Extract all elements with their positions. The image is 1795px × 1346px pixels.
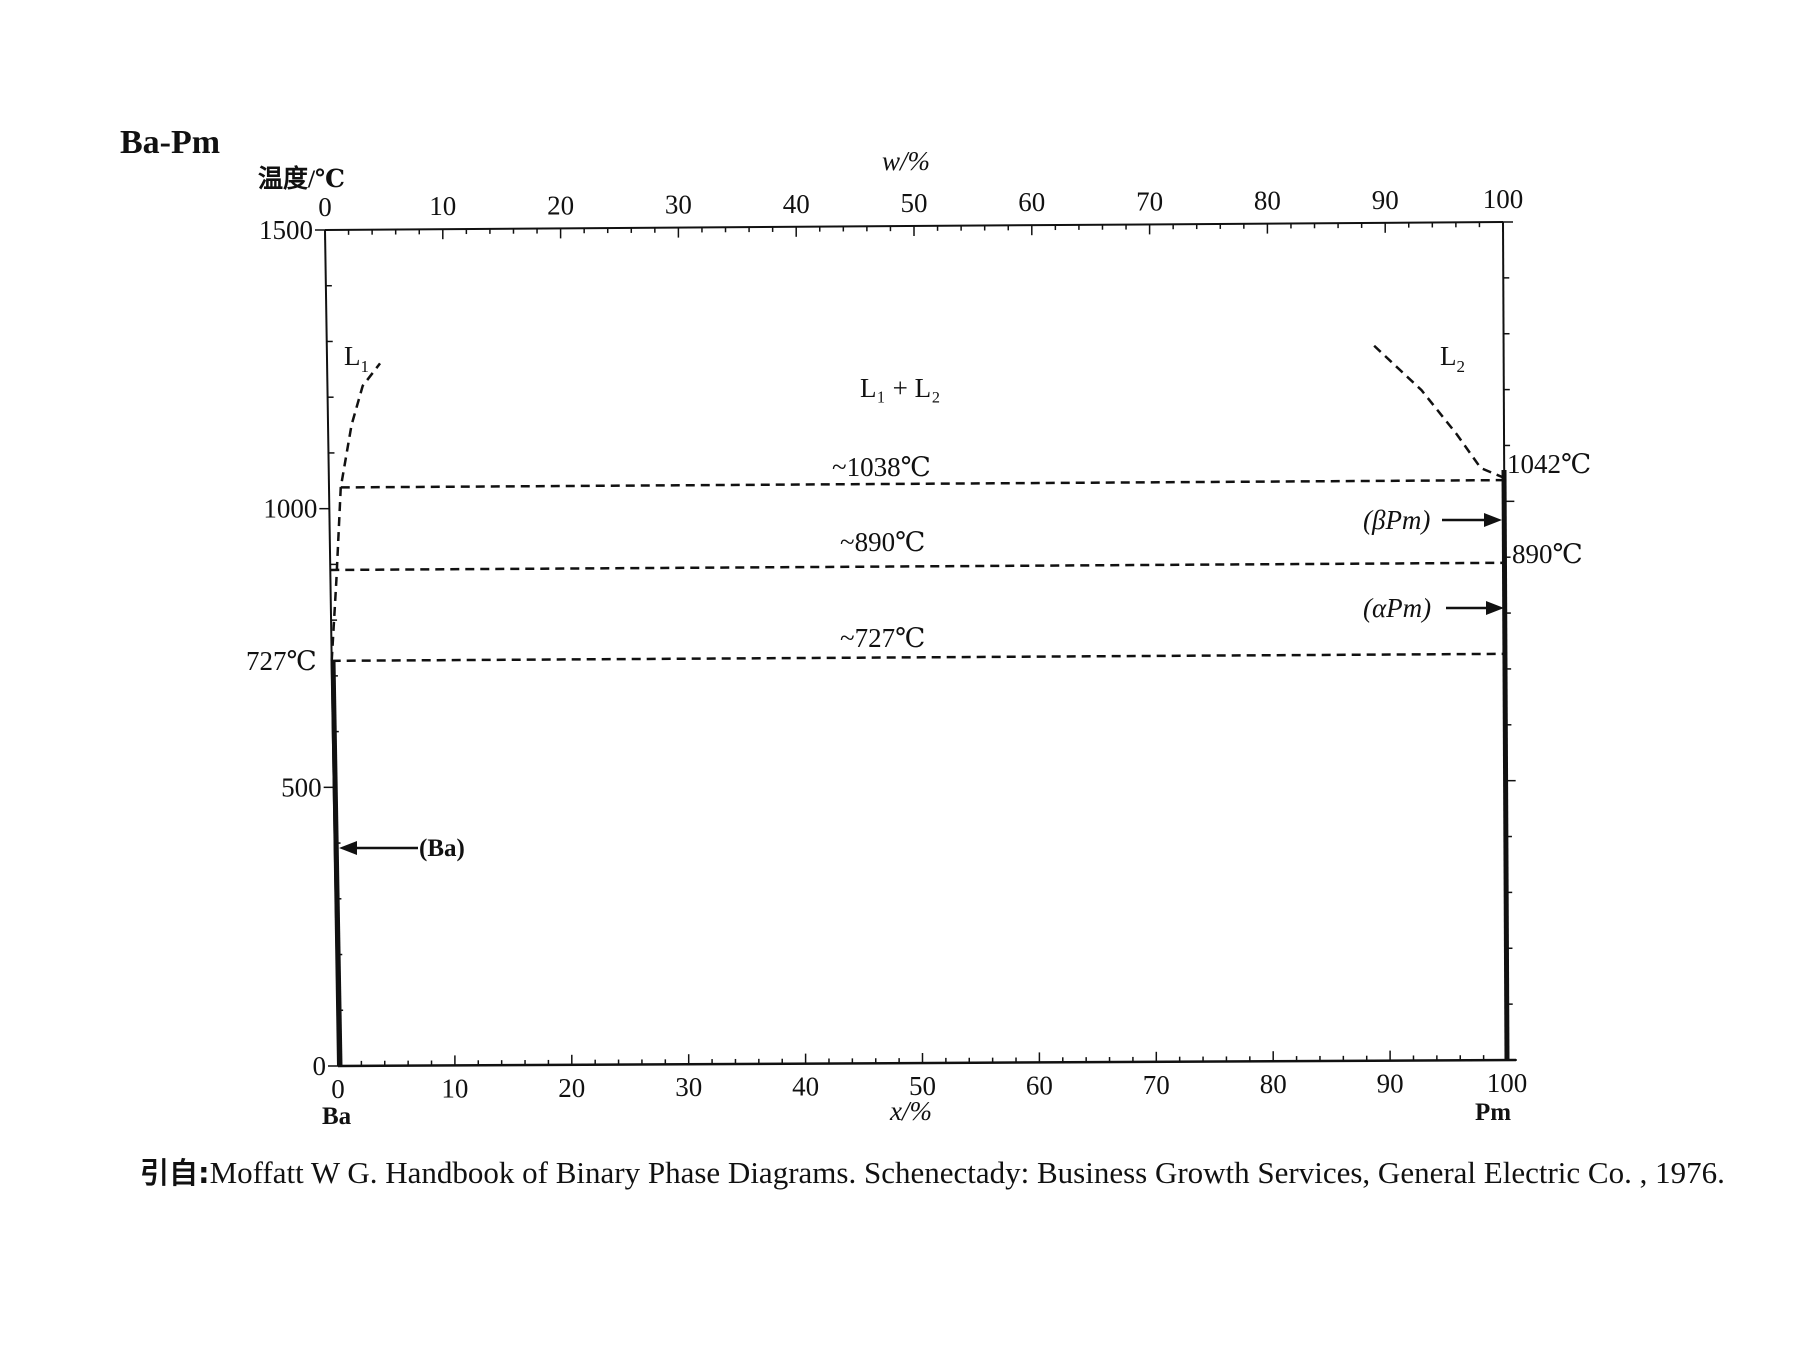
citation-text: Moffatt W G. Handbook of Binary Phase Di… [209, 1155, 1725, 1190]
x-tick-label-top: 0 [318, 192, 332, 222]
ba-phase-label: (Ba) [419, 835, 465, 862]
beta-pm-arrowhead [1484, 513, 1502, 527]
x-tick-label-top: 10 [429, 191, 456, 221]
l1-label: L1 [344, 341, 369, 376]
x-tick-label-top: 60 [1018, 187, 1045, 217]
x-tick-label-bottom: 100 [1487, 1068, 1528, 1098]
alpha-pm-arrowhead [1486, 601, 1504, 615]
right-element-label: Pm [1475, 1099, 1511, 1126]
isotherm-line [330, 561, 1505, 572]
beta-pm-label: (βPm) [1363, 505, 1430, 535]
x-tick-label-top: 40 [783, 189, 810, 219]
x-tick-label-bottom: 80 [1260, 1069, 1287, 1099]
bottom-axis-label: x/% [889, 1096, 932, 1126]
y-axis-label: 温度/℃ [258, 164, 345, 193]
x-tick-label-bottom: 20 [558, 1073, 585, 1103]
left-element-label: Ba [322, 1103, 352, 1130]
pm-melting-label: 1042℃ [1507, 449, 1591, 479]
isotherm-label-890: ~890℃ [840, 527, 925, 557]
x-tick-label-top: 90 [1372, 185, 1399, 215]
top-axis-label: w/% [882, 146, 930, 176]
x-tick-label-bottom: 90 [1377, 1069, 1404, 1099]
x-tick-label-top: 100 [1483, 184, 1524, 214]
y-tick-label: 1500 [259, 215, 313, 245]
ba-solid-boundary [330, 659, 343, 1067]
y-tick-label: 500 [281, 772, 322, 802]
pm-transition-label: 890℃ [1512, 539, 1583, 569]
citation: 引自:Moffatt W G. Handbook of Binary Phase… [140, 1148, 1760, 1198]
liquidus-curves [330, 344, 1505, 661]
x-tick-label-top: 30 [665, 190, 692, 220]
diagram-title: Ba-Pm [120, 124, 220, 161]
ba-phase-arrowhead [339, 841, 357, 855]
citation-prefix: 引自: [140, 1156, 210, 1190]
liquidus-curve [330, 362, 382, 661]
x-tick-label-bottom: 10 [441, 1073, 468, 1103]
x-tick-label-bottom: 70 [1143, 1070, 1170, 1100]
x-tick-label-bottom: 50 [909, 1071, 936, 1101]
x-tick-label-top: 80 [1254, 186, 1281, 216]
x-tick-label-top: 70 [1136, 186, 1163, 216]
x-tick-label-bottom: 40 [792, 1072, 819, 1102]
x-tick-label-top: 50 [901, 188, 928, 218]
pm-solid-boundary [1501, 469, 1510, 1061]
alpha-pm-label: (αPm) [1363, 593, 1431, 623]
two-liquid-region-label: L₁ + L₂ [860, 373, 941, 403]
x-tick-label-bottom: 30 [675, 1072, 702, 1102]
x-tick-label-top: 20 [547, 190, 574, 220]
isotherms [330, 478, 1506, 663]
isotherm-label-1038: ~1038℃ [832, 452, 931, 482]
l2-label: L2 [1440, 341, 1465, 376]
liquidus-curve [1373, 344, 1505, 480]
ba-transition-label: 727℃ [246, 646, 317, 676]
y-tick-label: 0 [313, 1051, 327, 1081]
isotherm-label-727: ~727℃ [840, 623, 925, 653]
isotherm-line [331, 652, 1506, 663]
x-tick-label-bottom: 0 [331, 1074, 345, 1104]
x-tick-label-bottom: 60 [1026, 1070, 1053, 1100]
axis-tick-labels: 0 10 20 30 40 50 60 70 80 90 1000 10 20 30 40 50 60 70 80 9… [259, 184, 1527, 1104]
y-tick-label: 1000 [263, 494, 317, 524]
